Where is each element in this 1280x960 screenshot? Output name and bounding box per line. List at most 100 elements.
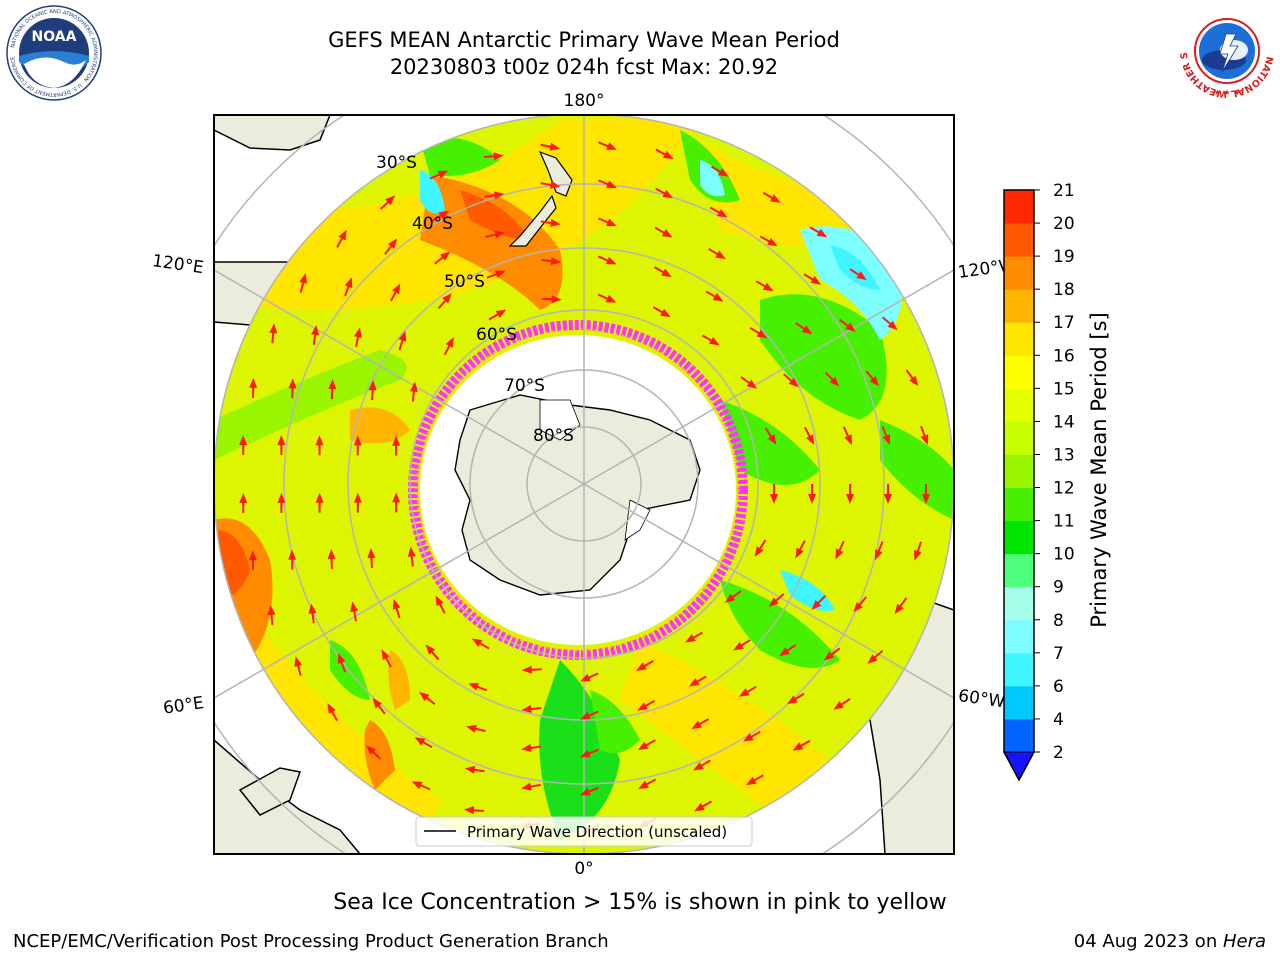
colorbar-tick-label: 2 (1053, 743, 1064, 763)
wave-arrow-head (338, 229, 347, 241)
wave-arrow-head (425, 644, 436, 655)
lon-label-180: 180° (564, 91, 605, 111)
wave-arrow-head (694, 802, 705, 812)
wave-arrow-head (662, 189, 674, 199)
sea-ice-edge (408, 320, 748, 660)
wave-arrow-head (493, 152, 504, 161)
colorbar-extend-arrow (1003, 751, 1035, 782)
wave-arrow-head (835, 548, 844, 560)
wave-arrow-head (579, 711, 591, 720)
wave-arrow-head (392, 283, 401, 295)
wave-arrow-head (724, 593, 736, 603)
wave-arrow-head (440, 251, 451, 261)
colorbar-segment (1004, 520, 1034, 555)
svg-text:NOAA: NOAA (32, 29, 77, 45)
colorbar-segment (1004, 718, 1034, 753)
footer-machine: Hera (1222, 931, 1266, 952)
colorbar-tick-label: 14 (1053, 412, 1075, 432)
colorbar: 2 4 6 7 8 9 10 11 12 13 14 15 16 17 18 19 20 21 (1003, 181, 1075, 782)
new-zealand-south-land (508, 194, 557, 247)
wave-arrow-head (549, 180, 561, 189)
wave-arrow-head (733, 641, 744, 651)
wave-arrow-head (308, 603, 317, 614)
wave-arrow-head (709, 336, 720, 346)
wave-arrow-head (662, 150, 674, 160)
wave-arrow-head (437, 170, 449, 179)
colorbar-segment (1004, 586, 1034, 621)
wave-arrow-head (494, 270, 506, 278)
wave-arrow-head (636, 662, 647, 671)
colorbar-segment (1004, 388, 1034, 422)
wave-arrow-head (660, 308, 671, 318)
colorbar-tick-label: 6 (1053, 677, 1064, 697)
wave-arrow-head (299, 273, 308, 284)
colorbar-segment (1004, 256, 1034, 290)
wave-arrow-head (754, 546, 764, 557)
wave-arrow-head (579, 787, 591, 796)
wave-arrow-head (248, 550, 257, 561)
wave-arrow-head (688, 678, 700, 687)
wave-arrow-head (353, 492, 362, 503)
wave-arrow-head (894, 603, 904, 615)
wave-arrow-head (806, 434, 815, 445)
wave-arrow-head (846, 494, 854, 504)
wave-arrow-head (445, 336, 454, 348)
national-weather-service-logo-icon: NATIONAL WEATHER SERVICE ★ ★ ★ (1176, 2, 1275, 99)
wave-arrow-head (344, 277, 353, 289)
wave-arrow-head (239, 493, 248, 504)
wave-arrow-head (315, 492, 324, 503)
wave-arrow-head (551, 295, 562, 304)
colorbar-segment (1004, 289, 1034, 323)
lat-label-80s: 80°S (533, 426, 574, 446)
wave-arrow-head (392, 598, 401, 610)
wave-arrow-head (550, 257, 562, 266)
colorbar-segment (1004, 553, 1034, 588)
svg-text:★ ★ ★: ★ ★ ★ (1214, 88, 1241, 97)
wave-arrow-head (288, 549, 297, 560)
wave-arrow-head (845, 322, 856, 332)
wave-arrow-head (288, 378, 297, 389)
colorbar-segment (1004, 685, 1034, 720)
colorbar-segment (1004, 619, 1034, 654)
wave-arrow-head (354, 327, 362, 338)
wave-arrow-head (922, 494, 930, 504)
wave-arrow-head (392, 435, 401, 446)
wave-arrow-head (606, 218, 617, 227)
wave-arrow-head (823, 651, 835, 661)
wave-arrow-head (385, 195, 396, 206)
wave-arrow-head (712, 293, 724, 302)
wave-arrow-head (795, 547, 804, 559)
lat-label-40s: 40°S (412, 214, 453, 234)
lat-label-30s: 30°S (376, 153, 417, 173)
wave-arrow-head (392, 492, 401, 503)
footer-organization: NCEP/EMC/Verification Post Processing Pr… (13, 931, 609, 952)
wave-arrow-head (419, 691, 430, 702)
wave-arrow-head (738, 688, 750, 697)
wave-arrow-head (521, 705, 532, 714)
wave-arrow-head (882, 434, 890, 446)
weddell-sea-ice (624, 499, 651, 541)
lon-label-0: 0° (574, 859, 593, 879)
colorbar-tick-label: 20 (1053, 214, 1075, 234)
wave-arrow-head (277, 435, 286, 446)
wave-arrow-head (337, 653, 346, 664)
wave-arrow-head (811, 600, 822, 611)
wave-arrow-head (350, 601, 359, 613)
graticule (214, 115, 954, 854)
wave-arrow-head (742, 733, 754, 742)
colorbar-segment (1004, 322, 1034, 356)
wave-arrow-head (801, 325, 813, 335)
wave-arrow-head (762, 282, 774, 292)
colorbar-tick-label: 7 (1053, 644, 1064, 664)
wave-arrow-head (269, 323, 278, 334)
lon-label-60e: 60°E (162, 693, 205, 718)
wave-arrow-head (315, 435, 324, 446)
lat-label-60s: 60°S (476, 325, 517, 345)
wave-arrow-head (381, 649, 390, 661)
wave-arrow-head (372, 698, 382, 709)
colorbar-segment (1004, 223, 1034, 257)
wave-arrow-head (438, 210, 450, 220)
wave-arrow-head (913, 549, 922, 561)
lon-label-120e: 120°E (151, 251, 205, 278)
map-frame (213, 114, 955, 855)
